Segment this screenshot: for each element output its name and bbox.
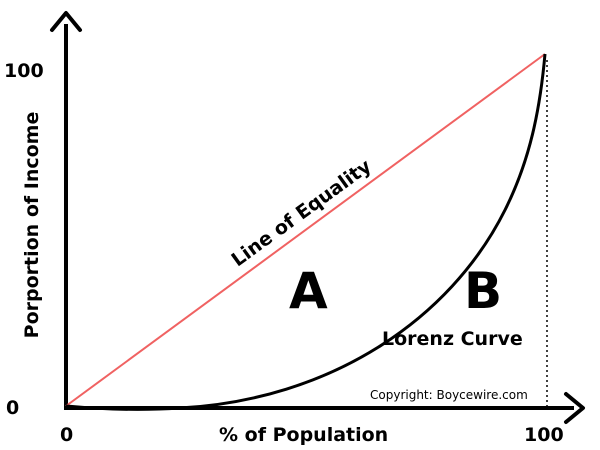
lorenz-curve xyxy=(65,53,547,411)
area-b-label: B xyxy=(464,262,502,320)
y-axis-arrowhead xyxy=(50,11,82,32)
x-axis-title: % of Population xyxy=(219,424,388,446)
y-axis-title: Porportion of Income xyxy=(21,112,43,339)
x-tick-100: 100 xyxy=(524,424,564,446)
x-tick-0: 0 xyxy=(60,424,73,446)
line-of-equality xyxy=(65,53,546,407)
y-tick-100: 100 xyxy=(4,60,44,82)
line-of-equality-label: Line of Equality xyxy=(227,155,376,271)
copyright-notice: Copyright: Boycewire.com xyxy=(370,388,528,402)
area-a-label: A xyxy=(289,262,328,320)
x-axis-arrowhead xyxy=(564,392,585,424)
lorenz-curve-label: Lorenz Curve xyxy=(382,328,523,350)
y-tick-0: 0 xyxy=(6,397,19,419)
